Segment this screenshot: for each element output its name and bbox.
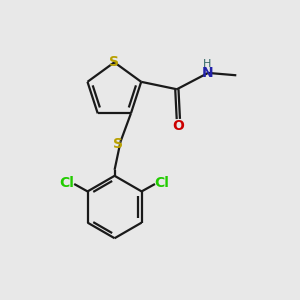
- Text: N: N: [202, 66, 214, 80]
- Text: S: S: [112, 137, 123, 151]
- Text: S: S: [109, 55, 119, 69]
- Text: Cl: Cl: [59, 176, 74, 190]
- Text: O: O: [172, 118, 184, 133]
- Text: Cl: Cl: [155, 176, 170, 190]
- Text: H: H: [202, 59, 211, 69]
